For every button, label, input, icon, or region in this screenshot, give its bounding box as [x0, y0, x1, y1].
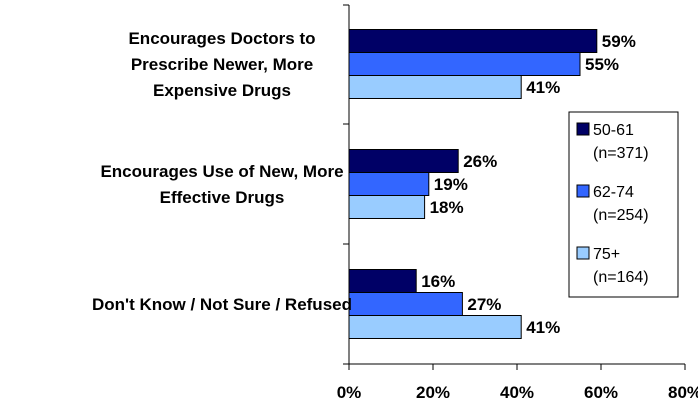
bar-62-74-1 [348, 172, 430, 196]
labels: Encourages Doctors to Prescribe Newer, Mo… [92, 29, 636, 337]
legend-swatch-0 [576, 122, 590, 136]
bar-75+-2 [348, 315, 522, 339]
legend-name-2: 75+ [593, 246, 620, 263]
category-label-0-0: Encourages Doctors to [128, 29, 315, 48]
data-label-62-74-0: 55% [585, 55, 619, 74]
data-label-62-74-1: 19% [434, 175, 468, 194]
bar-62-74-2 [348, 292, 463, 316]
bar-50-61-0 [348, 29, 598, 53]
bars [348, 29, 598, 339]
legend-sub-0: (n=371) [593, 145, 649, 162]
category-label-0-2: Expensive Drugs [153, 81, 291, 100]
x-tick-label-3: 60% [584, 383, 618, 402]
x-tick-label-1: 20% [416, 383, 450, 402]
bar-75+-0 [348, 75, 522, 99]
legend-sub-2: (n=164) [593, 269, 649, 286]
x-tick-label-2: 40% [500, 383, 534, 402]
bar-50-61-2 [348, 269, 417, 293]
legend-name-0: 50-61 [593, 122, 634, 139]
bar-50-61-1 [348, 149, 459, 173]
data-label-75+-0: 41% [526, 78, 560, 97]
category-label-1-0: Encourages Use of New, More [100, 162, 343, 181]
category-label-1-1: Effective Drugs [160, 188, 285, 207]
axes: 0% 20% 40% 60% 80% [337, 4, 698, 402]
x-tick-label-4: 80% [668, 383, 698, 402]
category-label-2-0: Don't Know / Not Sure / Refused [92, 295, 352, 314]
data-label-62-74-2: 27% [467, 295, 501, 314]
legend-name-1: 62-74 [593, 184, 634, 201]
legend-sub-1: (n=254) [593, 207, 649, 224]
bar-75+-1 [348, 195, 426, 219]
legend-box [568, 111, 679, 298]
data-label-75+-1: 18% [430, 198, 464, 217]
legend: 50-61 (n=371) 62-74 (n=254) 75+ (n=164) [568, 111, 679, 298]
x-tick-label-0: 0% [337, 383, 362, 402]
data-label-75+-2: 41% [526, 318, 560, 337]
data-label-50-61-0: 59% [602, 32, 636, 51]
data-label-50-61-2: 16% [421, 272, 455, 291]
bar-62-74-0 [348, 52, 581, 76]
category-label-0-1: Prescribe Newer, More [131, 55, 313, 74]
legend-swatch-2 [576, 246, 590, 260]
legend-swatch-1 [576, 184, 590, 198]
data-label-50-61-1: 26% [463, 152, 497, 171]
